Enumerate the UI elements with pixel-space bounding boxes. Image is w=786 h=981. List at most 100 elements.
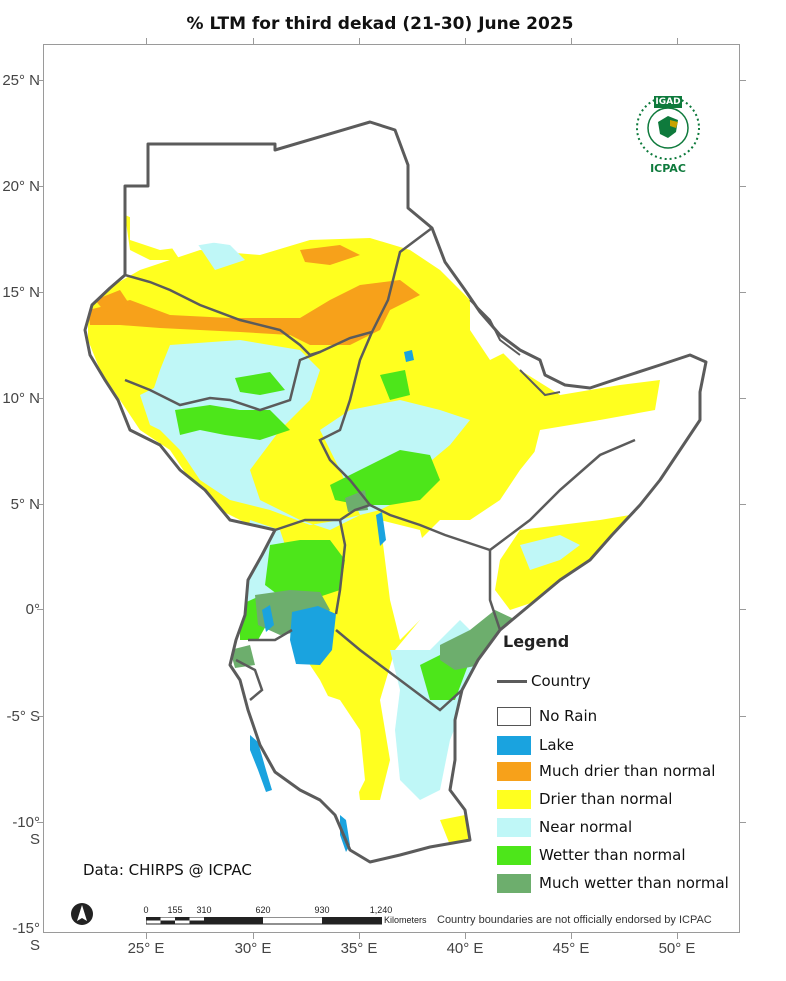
scale-tick-label: 1,240 (369, 905, 393, 915)
lake-victoria (290, 606, 336, 665)
border-kenya-somalia (488, 550, 502, 631)
border-rwanda-burundi (235, 658, 264, 701)
border-djibouti (519, 369, 561, 397)
scale-tick-label: 0 (143, 905, 149, 915)
lon-tick (146, 38, 147, 44)
legend-label: Wetter than normal (539, 846, 686, 864)
scale-unit: Kilometers (384, 915, 427, 925)
swatch-near-normal (497, 817, 531, 837)
lon-tick (253, 933, 254, 939)
lat-tick (740, 822, 746, 823)
swatch-wetter (497, 845, 531, 865)
lake-tana (404, 350, 414, 362)
lon-tick (677, 38, 678, 44)
lat-tick (740, 186, 746, 187)
legend-item-much-drier: Much drier than normal (497, 760, 715, 782)
lat-tick (37, 504, 43, 505)
logo-top-text: IGAD (655, 97, 681, 107)
lat-label-15s: -15° S (12, 920, 40, 954)
swatch-drier (497, 789, 531, 809)
border-uganda-kenya (334, 519, 347, 615)
zone-no-rain (380, 520, 430, 640)
lat-tick (37, 822, 43, 823)
legend-label: No Rain (539, 707, 598, 725)
lon-label-35e: 35° E (340, 940, 378, 957)
scale-bar-graphic (146, 917, 382, 925)
zone-drier-than-normal (495, 515, 630, 610)
legend-item-wetter: Wetter than normal (497, 844, 686, 866)
swatch-no-rain (497, 706, 531, 726)
rainfall-map (83, 120, 708, 864)
lat-tick (740, 398, 746, 399)
border-sudan (124, 227, 433, 357)
lat-tick (740, 80, 746, 81)
lat-label-5s: -5° S (6, 708, 40, 725)
border-eritrea (469, 299, 521, 356)
zone-near-normal (520, 535, 580, 570)
lon-tick (146, 933, 147, 939)
border-uganda-tanzania (248, 628, 293, 642)
swatch-much-wetter (497, 873, 531, 893)
zone-no-rain (470, 300, 510, 360)
legend-item-drier: Drier than normal (497, 788, 672, 810)
legend-title: Legend (503, 632, 570, 651)
lon-label-30e: 30° E (234, 940, 272, 957)
north-arrow-icon (71, 903, 93, 925)
map-frame (43, 44, 740, 933)
zone-wetter-than-normal (175, 405, 290, 440)
scale-tick-label: 310 (196, 905, 212, 915)
zone-much-drier (300, 245, 360, 265)
lat-tick (37, 80, 43, 81)
country-line-icon (497, 679, 527, 683)
lon-tick (465, 933, 466, 939)
zone-no-rain (270, 690, 365, 805)
lon-tick (359, 933, 360, 939)
legend-item-country: Country (497, 670, 591, 692)
scale-tick-label: 155 (167, 905, 183, 915)
legend-label: Drier than normal (539, 790, 673, 808)
border-south-sudan-north (124, 350, 321, 412)
lake-turkana (376, 512, 386, 546)
scale-tick-label: 930 (314, 905, 330, 915)
laurel-emblem-icon (636, 96, 700, 160)
legend-item-no-rain: No Rain (497, 705, 597, 727)
lon-tick (571, 933, 572, 939)
lat-tick (37, 398, 43, 399)
lon-label-40e: 40° E (446, 940, 484, 957)
lat-tick (37, 292, 43, 293)
lat-tick (740, 716, 746, 717)
border-ethiopia (318, 331, 636, 552)
legend-label: Much wetter than normal (539, 874, 729, 892)
lake-albert (262, 605, 274, 632)
lat-label-25n: 25° N (2, 72, 40, 89)
lat-label-10n: 10° N (2, 390, 40, 407)
zone-much-wetter (440, 610, 512, 670)
zone-no-rain (352, 800, 440, 858)
lon-tick (677, 933, 678, 939)
zone-wetter-than-normal (380, 370, 410, 400)
lat-tick (740, 504, 746, 505)
legend-item-near-normal: Near normal (497, 816, 632, 838)
lat-label-5n: 5° N (10, 496, 40, 513)
zone-wetter-than-normal (265, 540, 345, 600)
legend-item-much-wetter: Much wetter than normal (497, 872, 729, 894)
lon-tick (253, 38, 254, 44)
lake-tanganyika (250, 735, 272, 792)
lat-label-0: 0° (25, 601, 40, 618)
zone-no-rain (130, 150, 405, 250)
legend-item-lake: Lake (497, 734, 574, 756)
zone-wetter-than-normal (235, 372, 285, 395)
lon-label-25e: 25° E (127, 940, 165, 957)
lat-tick (37, 716, 43, 717)
legend-label: Near normal (539, 818, 633, 836)
data-credit: Data: CHIRPS @ ICPAC (83, 861, 252, 879)
legend: Legend Country No Rain Lake Much drier t… (497, 632, 737, 893)
lat-label-10s: -10° S (12, 814, 40, 848)
zone-near-normal (195, 240, 245, 270)
zone-much-drier (88, 280, 420, 345)
lat-tick (37, 186, 43, 187)
legend-label: Much drier than normal (539, 762, 716, 780)
scale-tick-label: 620 (255, 905, 271, 915)
swatch-lake (497, 735, 531, 755)
lon-tick (359, 38, 360, 44)
